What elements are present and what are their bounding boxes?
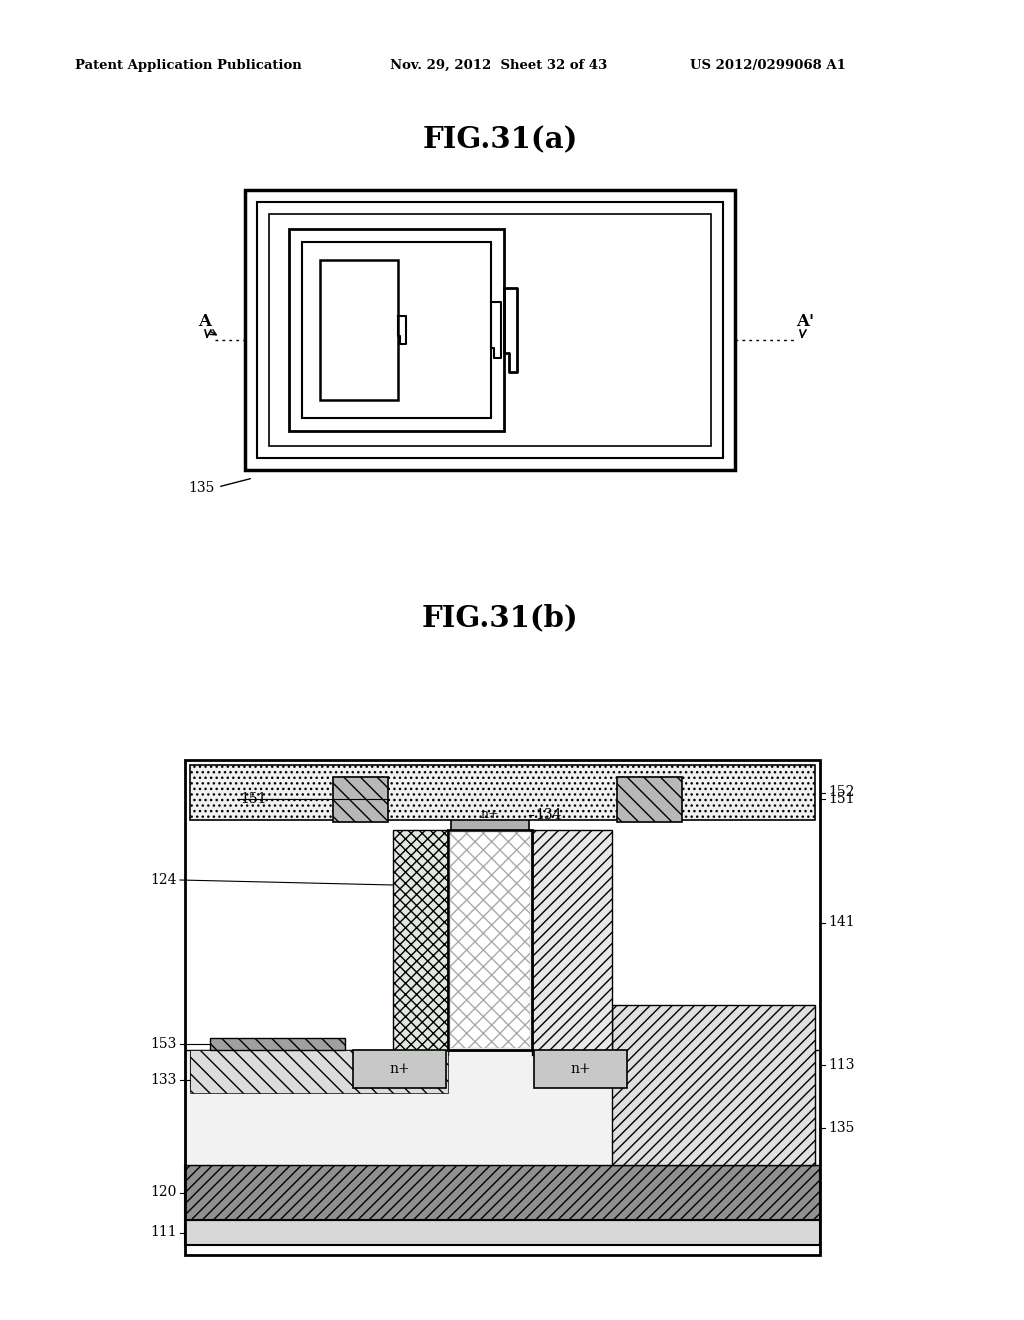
Text: 135: 135 bbox=[828, 1121, 854, 1134]
Bar bbox=[185, 1166, 820, 1220]
Text: n+: n+ bbox=[389, 1063, 410, 1076]
Text: 120: 120 bbox=[151, 1185, 177, 1200]
Text: FIG.31(b): FIG.31(b) bbox=[422, 603, 579, 632]
Text: A: A bbox=[199, 314, 212, 330]
Text: Patent Application Publication: Patent Application Publication bbox=[75, 58, 302, 71]
Text: 153: 153 bbox=[151, 1038, 177, 1051]
Text: 135: 135 bbox=[188, 480, 215, 495]
Bar bbox=[333, 777, 388, 822]
Bar bbox=[190, 1049, 449, 1093]
Bar bbox=[289, 228, 504, 432]
Bar bbox=[451, 800, 529, 830]
Bar bbox=[393, 830, 449, 1055]
Bar bbox=[353, 1049, 446, 1088]
Text: FIG.31(a): FIG.31(a) bbox=[422, 125, 578, 154]
Text: 152: 152 bbox=[828, 785, 854, 800]
Text: A': A' bbox=[796, 314, 814, 330]
Text: 134: 134 bbox=[535, 808, 561, 822]
Bar bbox=[257, 202, 723, 458]
Bar bbox=[449, 830, 532, 1049]
Bar bbox=[302, 242, 490, 418]
Text: 151: 151 bbox=[240, 792, 266, 807]
Text: 124: 124 bbox=[151, 873, 177, 887]
Text: 111: 111 bbox=[151, 1225, 177, 1239]
Bar bbox=[185, 1220, 820, 1245]
Text: 113: 113 bbox=[828, 1059, 854, 1072]
Text: Nov. 29, 2012  Sheet 32 of 43: Nov. 29, 2012 Sheet 32 of 43 bbox=[390, 58, 607, 71]
Bar bbox=[210, 1038, 345, 1049]
Bar bbox=[190, 1049, 353, 1088]
Bar bbox=[617, 777, 682, 822]
Bar bbox=[185, 760, 820, 1255]
Bar bbox=[532, 830, 612, 1055]
Bar bbox=[450, 832, 530, 1048]
Text: 151: 151 bbox=[828, 792, 854, 807]
Bar bbox=[185, 1049, 820, 1166]
Bar bbox=[245, 190, 735, 470]
Bar bbox=[319, 260, 398, 400]
Text: US 2012/0299068 A1: US 2012/0299068 A1 bbox=[690, 58, 846, 71]
Text: 133: 133 bbox=[151, 1073, 177, 1086]
Bar bbox=[269, 214, 711, 446]
Bar bbox=[190, 766, 815, 820]
Text: n+: n+ bbox=[570, 1063, 591, 1076]
Bar bbox=[612, 1005, 815, 1166]
Bar bbox=[534, 1049, 627, 1088]
Text: n+: n+ bbox=[480, 808, 500, 821]
Text: 141: 141 bbox=[828, 916, 855, 929]
